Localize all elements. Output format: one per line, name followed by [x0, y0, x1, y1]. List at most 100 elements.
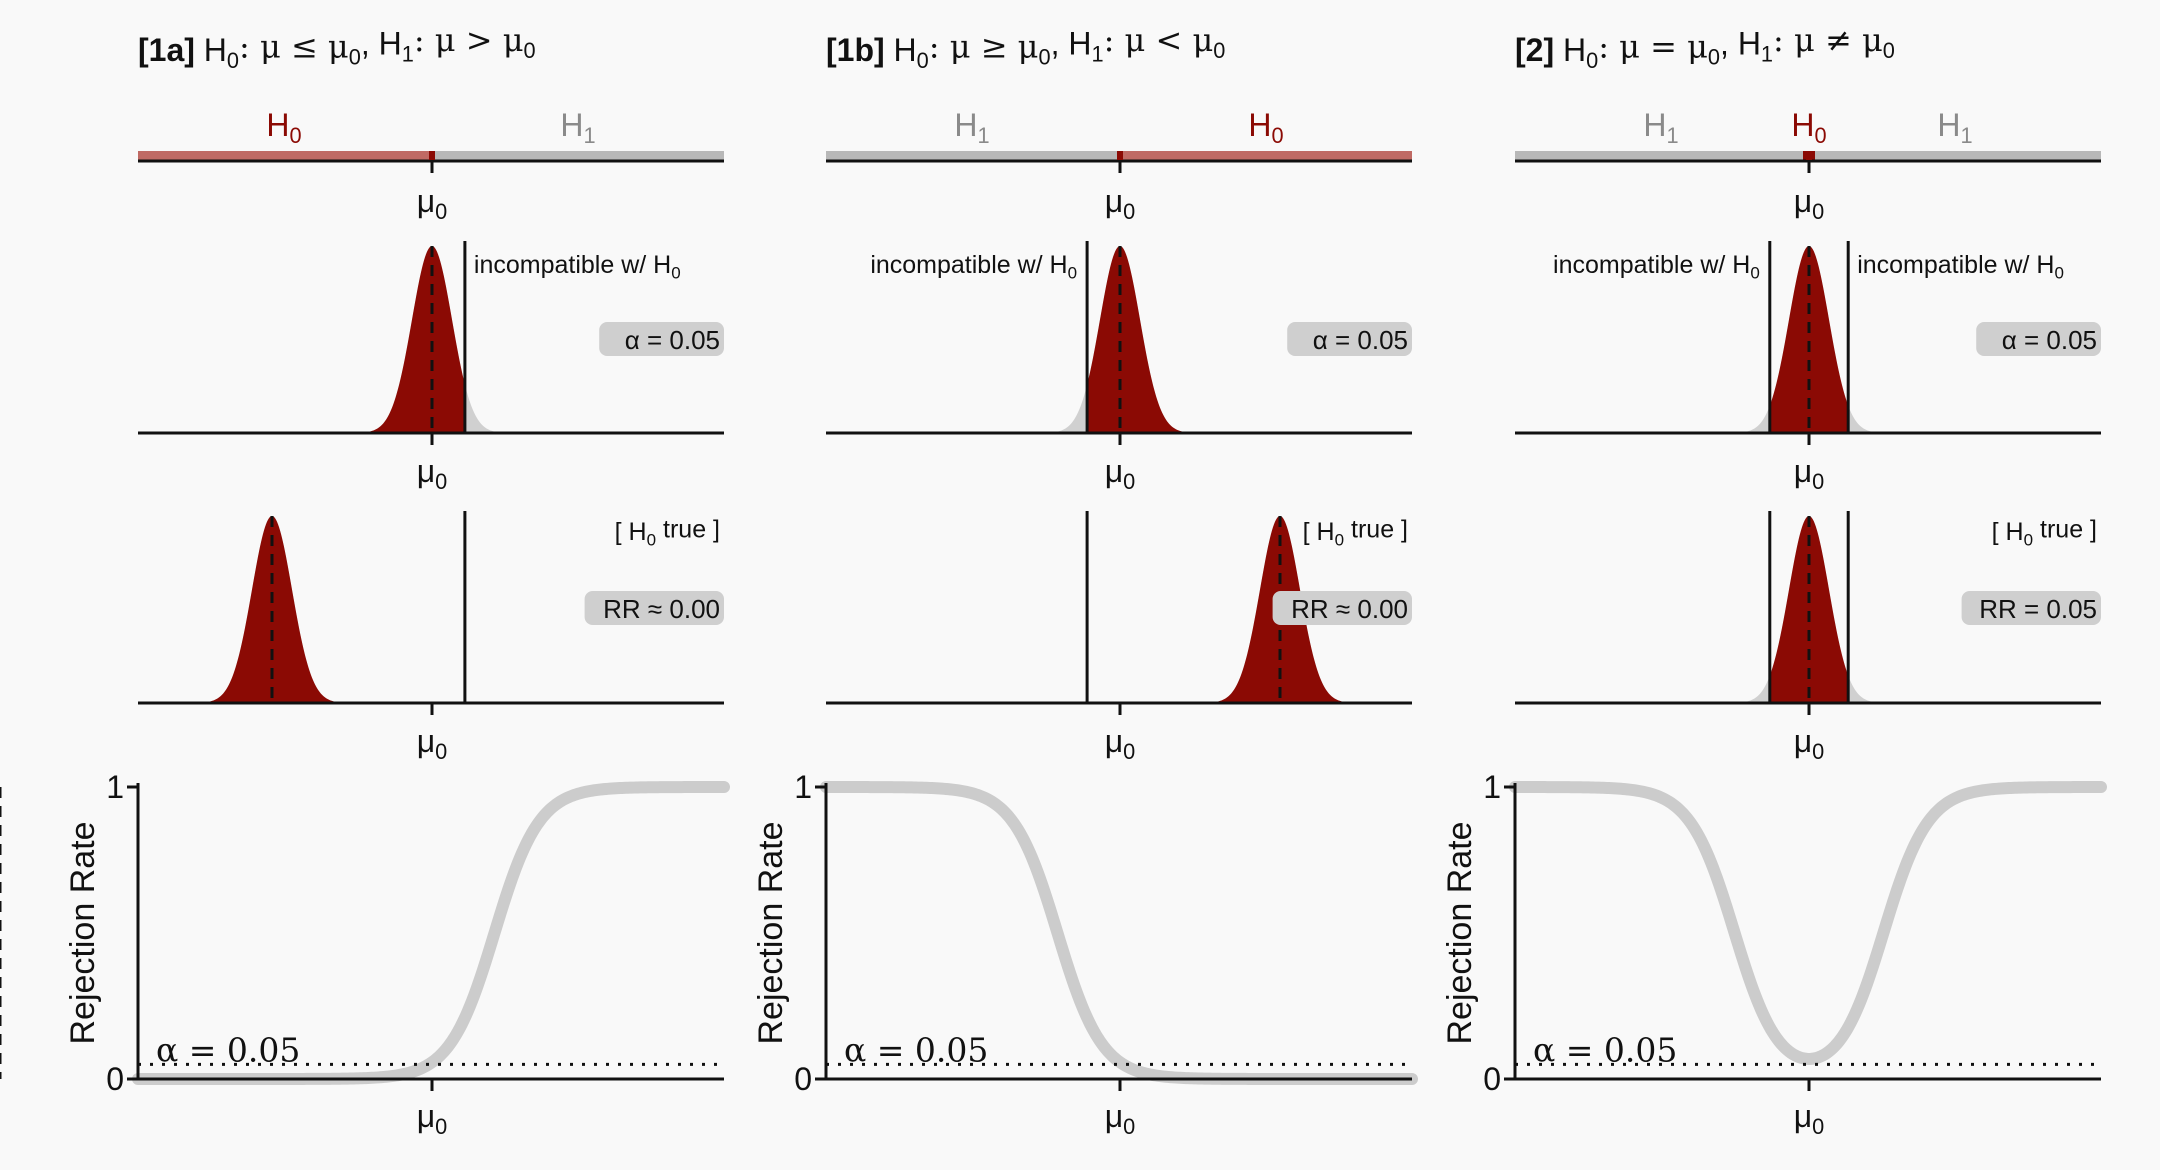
mu-sub: 0	[524, 38, 536, 63]
h0-symbol: H	[894, 32, 917, 68]
h0true-density-mu0-label-base: μ	[1105, 723, 1123, 759]
alpha-label-box	[1976, 322, 2101, 356]
criterion-density-mu0-label-base: μ	[1794, 453, 1812, 489]
h1-sub: 1	[1091, 41, 1103, 66]
h0-true-label-base: [ H	[615, 518, 647, 546]
mu-sub: 0	[1708, 45, 1720, 70]
y-axis-title: Rejection Rate	[752, 821, 790, 1044]
x-mu0-label-base: μ	[1105, 1098, 1123, 1134]
rr-label-box	[584, 591, 724, 625]
criterion-density-retain-area	[1087, 246, 1194, 433]
bar-mu0-label-sub: 0	[1123, 199, 1135, 224]
bar-mu0-marker	[429, 151, 435, 160]
h0-true-label-sub: 0	[1335, 530, 1344, 549]
incompatible-right-label-base: incompatible w/ H	[1857, 251, 2054, 279]
panel-tag: [1a]	[138, 32, 195, 68]
alpha-label-box	[1287, 322, 1412, 356]
h0true-density-mu0-label-sub: 0	[1812, 739, 1824, 764]
h1-sub: 1	[1761, 41, 1773, 66]
x-mu0-label-sub: 0	[435, 1114, 447, 1139]
h0true-density-retain-area	[1769, 516, 1849, 703]
panel-title: [1a] H0: μ ≤ μ0, H1: μ > μ0	[138, 21, 536, 73]
h0-true-label-base: [ H	[1303, 518, 1335, 546]
rr-label-box	[1272, 591, 1412, 625]
bar-mu0-label-sub: 0	[1812, 199, 1824, 224]
criterion-density-retain-area	[1769, 246, 1849, 433]
y-tick-label: 0	[106, 1061, 124, 1097]
mu-sub: 0	[349, 45, 361, 70]
criterion-density-mu0-label: μ0	[1794, 453, 1825, 494]
bar-mu0-label-base: μ	[417, 183, 435, 219]
alpha-label: α = 0.05	[625, 325, 720, 355]
alpha-line-label: α = 0.05	[156, 1030, 300, 1069]
h1-sub: 1	[402, 41, 414, 66]
h0-sub: 0	[227, 48, 239, 73]
h0true-density-mu0-label-base: μ	[1794, 723, 1812, 759]
panel-title: [1b] H0: μ ≥ μ0, H1: μ < μ0	[826, 21, 1225, 73]
bar-label-h0-sub: 0	[1815, 123, 1827, 148]
incompatible-left-label-base: incompatible w/ H	[870, 251, 1067, 279]
h0-symbol: H	[204, 32, 227, 68]
title-sep: ,	[1720, 25, 1738, 61]
h1-symbol: H	[1738, 25, 1761, 61]
bar-label-h0: H0	[1248, 107, 1283, 148]
criterion-density-retain-area	[358, 246, 465, 433]
alpha-label: α = 0.05	[1313, 325, 1408, 355]
panel-tag: [2]	[1515, 32, 1554, 68]
bar-label-h1-sub: 1	[1667, 123, 1679, 148]
x-mu0-label-base: μ	[417, 1098, 435, 1134]
incompatible-left-label-sub: 0	[1750, 263, 1759, 282]
incompatible-right-label-sub: 0	[2055, 263, 2064, 282]
x-mu0-label: μ0	[417, 1098, 448, 1139]
bar-mu0-label: μ0	[417, 183, 448, 224]
incompatible-left-label-base: incompatible w/ H	[1553, 251, 1750, 279]
title-gap	[195, 32, 204, 68]
criterion-density-mu0-label-sub: 0	[1812, 469, 1824, 494]
bar-label-h1-base: H	[954, 107, 977, 143]
incompatible-right-label-sub: 0	[671, 263, 680, 282]
bar-label-h1-sub: 1	[978, 123, 990, 148]
criterion-density-mu0-label-base: μ	[1105, 453, 1123, 489]
h0true-density-mu0-label: μ0	[1105, 723, 1136, 764]
alpha-label-box	[599, 322, 724, 356]
h0-true-label: [ H0 true ]	[615, 515, 720, 549]
bar-label-h0-base: H	[1248, 107, 1271, 143]
h1-relation: : μ ≠ μ	[1773, 21, 1883, 59]
h0-sub: 0	[1586, 48, 1598, 73]
rejection-curve	[1509, 781, 2107, 1065]
criterion-density-mu0-label: μ0	[1105, 453, 1136, 494]
h0true-density-retain-area	[198, 516, 346, 703]
x-mu0-label: μ0	[1105, 1098, 1136, 1139]
bar-label-h1-sub: 1	[584, 123, 596, 148]
h0-symbol: H	[1563, 32, 1586, 68]
h0true-density: μ0[ H0 true ]RR ≈ 0.00	[826, 511, 1412, 764]
incompatible-left-label: incompatible w/ H0	[870, 251, 1077, 282]
x-mu0-label: μ0	[1794, 1098, 1825, 1139]
title-gap	[885, 32, 894, 68]
h0-true-label-base: [ H	[1992, 518, 2024, 546]
bar-mu0-label-sub: 0	[435, 199, 447, 224]
bar-mu0-marker	[1806, 151, 1812, 160]
h0true-density: μ0[ H0 true ]RR ≈ 0.00	[138, 511, 724, 764]
h1-relation: : μ > μ	[414, 21, 524, 59]
criterion-density-mu0-label-base: μ	[417, 453, 435, 489]
title-gap	[1554, 32, 1563, 68]
h0-true-label: [ H0 true ]	[1992, 515, 2097, 549]
y-tick-label: 1	[794, 769, 812, 805]
bar-label-h1-base: H	[1643, 107, 1666, 143]
rr-label: RR = 0.05	[1979, 594, 2097, 624]
y-tick-label: 1	[106, 769, 124, 805]
h0-relation: : μ ≥ μ	[929, 28, 1039, 66]
h0true-density-mu0-label-sub: 0	[1123, 739, 1135, 764]
alpha-label: α = 0.05	[2002, 325, 2097, 355]
h0true-density-mu0-label: μ0	[1794, 723, 1825, 764]
h0-true-label-tail: true ]	[2033, 515, 2097, 543]
rr-label: RR ≈ 0.00	[603, 594, 720, 624]
